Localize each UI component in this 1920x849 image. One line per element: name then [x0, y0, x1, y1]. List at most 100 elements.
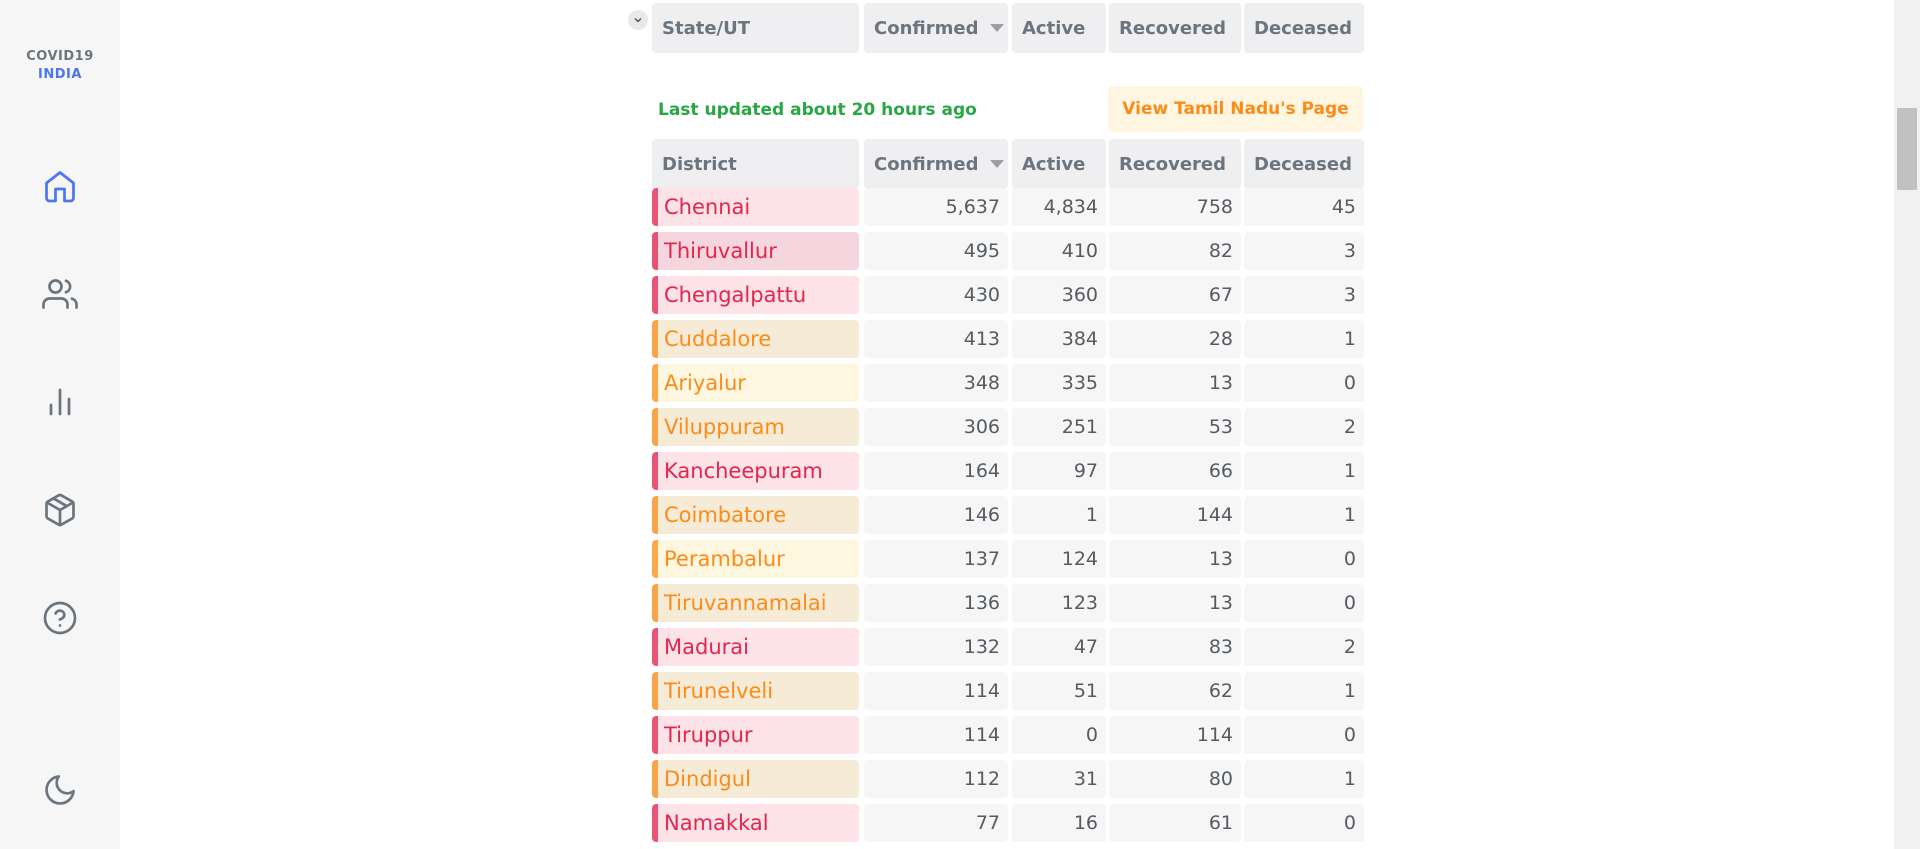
district-confirmed-cell: 5,637: [864, 188, 1008, 226]
column-header-label: Active: [1022, 17, 1086, 39]
view-state-page-button[interactable]: View Tamil Nadu's Page: [1108, 86, 1363, 132]
district-name-cell[interactable]: Namakkal: [652, 804, 859, 842]
district-name: Namakkal: [664, 811, 769, 835]
zone-indicator: [652, 540, 658, 578]
column-header[interactable]: Confirmed: [864, 3, 1008, 53]
district-deceased-cell: 0: [1244, 716, 1364, 754]
nav-faq[interactable]: [40, 598, 80, 638]
district-active-cell: 31: [1012, 760, 1106, 798]
district-name: Coimbatore: [664, 503, 787, 527]
chevron-down-icon: [634, 17, 642, 23]
column-header[interactable]: Deceased: [1244, 3, 1364, 53]
district-confirmed-cell: 137: [864, 540, 1008, 578]
district-confirmed-cell: 132: [864, 628, 1008, 666]
sidebar: COVID19 INDIA: [0, 0, 120, 849]
district-active-cell: 360: [1012, 276, 1106, 314]
column-header-label: Confirmed: [874, 153, 979, 175]
district-active-cell: 384: [1012, 320, 1106, 358]
scrollbar-thumb[interactable]: [1897, 108, 1917, 190]
district-name-cell[interactable]: Thiruvallur: [652, 232, 859, 270]
district-active-cell: 123: [1012, 584, 1106, 622]
district-confirmed-cell: 114: [864, 716, 1008, 754]
district-recovered-cell: 13: [1109, 540, 1241, 578]
nav-home[interactable]: [40, 166, 80, 206]
district-active-cell: 124: [1012, 540, 1106, 578]
column-header-label: Deceased: [1254, 17, 1352, 39]
district-deceased-cell: 2: [1244, 628, 1364, 666]
district-recovered-cell: 13: [1109, 364, 1241, 402]
zone-indicator: [652, 672, 658, 710]
district-name-cell[interactable]: Perambalur: [652, 540, 859, 578]
district-active-cell: 1: [1012, 496, 1106, 534]
district-recovered-cell: 83: [1109, 628, 1241, 666]
district-name: Thiruvallur: [664, 239, 777, 263]
column-header[interactable]: Confirmed: [864, 139, 1008, 189]
district-name: Kancheepuram: [664, 459, 823, 483]
district-name-cell[interactable]: Kancheepuram: [652, 452, 859, 490]
district-name: Chengalpattu: [664, 283, 807, 307]
sort-caret-icon: [990, 160, 1005, 168]
last-updated-text: Last updated about 20 hours ago: [658, 100, 977, 120]
zone-indicator: [652, 364, 658, 402]
column-header-label: Deceased: [1254, 153, 1352, 175]
column-header[interactable]: Active: [1012, 139, 1106, 189]
district-name-cell[interactable]: Tiruvannamalai: [652, 584, 859, 622]
district-confirmed-cell: 112: [864, 760, 1008, 798]
nav-demographics[interactable]: [40, 274, 80, 314]
zone-indicator: [652, 760, 658, 798]
column-header[interactable]: State/UT: [652, 3, 859, 53]
district-recovered-cell: 53: [1109, 408, 1241, 446]
district-name-cell[interactable]: Madurai: [652, 628, 859, 666]
district-name-cell[interactable]: Tiruppur: [652, 716, 859, 754]
district-confirmed-cell: 306: [864, 408, 1008, 446]
district-name-cell[interactable]: Dindigul: [652, 760, 859, 798]
column-header[interactable]: Recovered: [1109, 139, 1241, 189]
district-name-cell[interactable]: Chengalpattu: [652, 276, 859, 314]
zone-indicator: [652, 716, 658, 754]
app-logo[interactable]: COVID19 INDIA: [0, 48, 120, 84]
district-confirmed-cell: 164: [864, 452, 1008, 490]
nav-essentials[interactable]: [40, 490, 80, 530]
zone-indicator: [652, 408, 658, 446]
nav-deep-dive[interactable]: [40, 382, 80, 422]
dark-mode-toggle[interactable]: [40, 770, 80, 810]
district-deceased-cell: 3: [1244, 232, 1364, 270]
district-deceased-cell: 3: [1244, 276, 1364, 314]
column-header[interactable]: Active: [1012, 3, 1106, 53]
district-confirmed-cell: 430: [864, 276, 1008, 314]
district-name: Viluppuram: [664, 415, 785, 439]
district-recovered-cell: 67: [1109, 276, 1241, 314]
district-recovered-cell: 61: [1109, 804, 1241, 842]
column-header-label: State/UT: [662, 17, 750, 39]
column-header[interactable]: District: [652, 139, 859, 189]
district-active-cell: 0: [1012, 716, 1106, 754]
district-deceased-cell: 45: [1244, 188, 1364, 226]
district-recovered-cell: 66: [1109, 452, 1241, 490]
district-name-cell[interactable]: Tirunelveli: [652, 672, 859, 710]
zone-indicator: [652, 804, 658, 842]
column-header[interactable]: Deceased: [1244, 139, 1364, 189]
district-active-cell: 51: [1012, 672, 1106, 710]
column-header-label: Recovered: [1119, 153, 1227, 175]
district-name-cell[interactable]: Chennai: [652, 188, 859, 226]
district-name-cell[interactable]: Ariyalur: [652, 364, 859, 402]
district-active-cell: 410: [1012, 232, 1106, 270]
zone-indicator: [652, 628, 658, 666]
district-name: Cuddalore: [664, 327, 772, 351]
district-name: Tiruvannamalai: [664, 591, 827, 615]
district-recovered-cell: 62: [1109, 672, 1241, 710]
district-name-cell[interactable]: Coimbatore: [652, 496, 859, 534]
district-deceased-cell: 0: [1244, 364, 1364, 402]
district-deceased-cell: 1: [1244, 760, 1364, 798]
column-header[interactable]: Recovered: [1109, 3, 1241, 53]
district-name-cell[interactable]: Cuddalore: [652, 320, 859, 358]
district-active-cell: 97: [1012, 452, 1106, 490]
district-name-cell[interactable]: Viluppuram: [652, 408, 859, 446]
district-active-cell: 4,834: [1012, 188, 1106, 226]
district-confirmed-cell: 77: [864, 804, 1008, 842]
collapse-toggle[interactable]: [628, 10, 648, 30]
column-header-label: Active: [1022, 153, 1086, 175]
district-confirmed-cell: 348: [864, 364, 1008, 402]
district-active-cell: 16: [1012, 804, 1106, 842]
scrollbar[interactable]: [1894, 0, 1920, 849]
